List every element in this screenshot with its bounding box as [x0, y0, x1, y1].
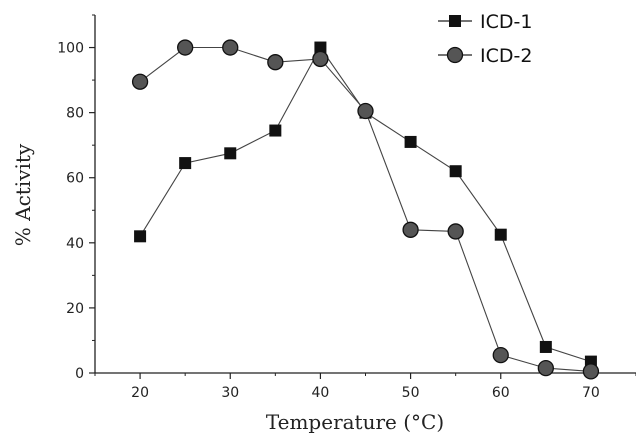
data-point-icd-1: [224, 147, 237, 160]
series-layer: [131, 39, 600, 380]
legend-entry-icd-1: ICD-1: [438, 11, 532, 33]
series-icd-2: [131, 39, 600, 380]
data-point-icd-1: [179, 157, 192, 170]
data-point-icd-1: [269, 124, 282, 137]
legend-label-icd-2: ICD-2: [480, 45, 532, 67]
data-point-icd-2: [267, 54, 284, 71]
data-point-icd-1: [494, 228, 507, 241]
data-point-icd-2: [492, 346, 509, 364]
x-tick-label: 20: [131, 385, 149, 401]
data-point-icd-1: [404, 135, 417, 148]
y-tick-label: 100: [57, 41, 84, 57]
series-icd-1: [134, 41, 597, 368]
ticks: 20 30 40 50 60 70 0 20 40 60 80 100: [57, 14, 636, 401]
x-tick-label: 30: [221, 385, 239, 401]
x-tick-label: 70: [582, 385, 600, 401]
data-point-icd-2: [402, 221, 419, 238]
data-point-icd-1: [449, 165, 462, 178]
axes: [94, 15, 636, 374]
legend-marker-icd-2: [446, 46, 464, 64]
legend: ICD-1 ICD-2: [438, 11, 532, 67]
data-point-icd-2: [222, 39, 239, 56]
legend-entry-icd-2: ICD-2: [438, 45, 532, 67]
y-tick-label: 0: [75, 366, 84, 382]
data-point-icd-1: [314, 41, 327, 54]
y-tick-label: 20: [66, 301, 84, 317]
x-tick-label: 60: [492, 385, 510, 401]
x-tick-label: 40: [312, 385, 330, 401]
data-point-icd-1: [134, 230, 147, 243]
y-tick-label: 60: [66, 171, 84, 187]
data-point-icd-2: [582, 363, 600, 380]
data-point-icd-2: [131, 73, 149, 90]
y-tick-label: 80: [66, 106, 84, 122]
legend-marker-icd-1: [449, 15, 461, 27]
data-point-icd-1: [539, 340, 552, 353]
data-point-icd-2: [357, 102, 374, 120]
x-axis-title: Temperature (°C): [266, 410, 444, 434]
y-tick-label: 40: [66, 236, 84, 252]
data-point-icd-2: [177, 39, 194, 56]
x-tick-label: 50: [402, 385, 420, 401]
y-axis-title: % Activity: [11, 143, 35, 246]
legend-label-icd-1: ICD-1: [480, 11, 532, 33]
data-point-icd-2: [447, 223, 464, 240]
data-point-icd-2: [312, 50, 329, 68]
series-line-icd-1: [139, 46, 592, 363]
series-line-icd-2: [139, 46, 591, 372]
data-point-icd-2: [537, 359, 554, 377]
